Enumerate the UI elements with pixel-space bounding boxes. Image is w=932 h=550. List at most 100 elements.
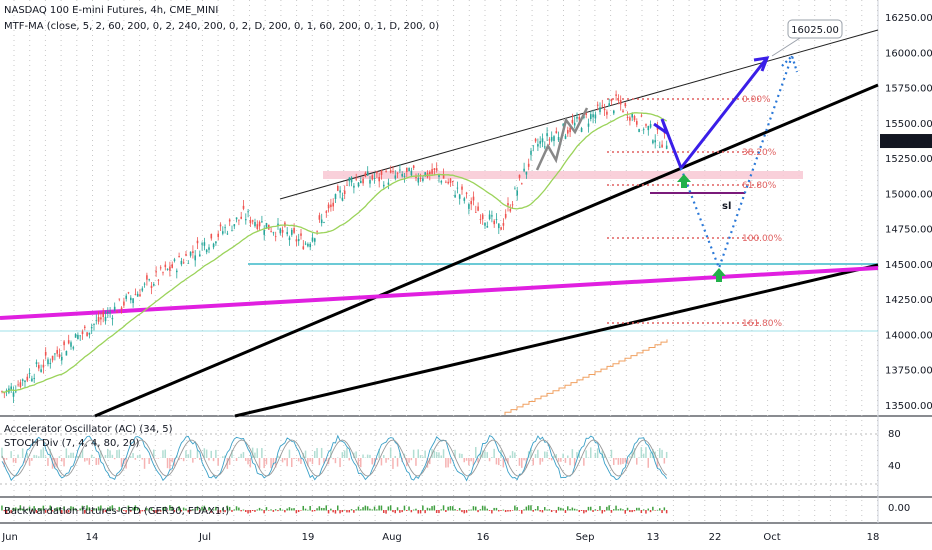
candle-body <box>192 251 194 253</box>
backwardation-bar <box>560 507 562 511</box>
candle-body <box>599 107 601 113</box>
candle-body <box>504 213 507 218</box>
candle-body <box>350 177 353 183</box>
ac-bar <box>31 458 33 461</box>
ac-bar <box>263 458 265 469</box>
ac-bar <box>178 458 180 461</box>
backwardation-bar <box>113 509 116 511</box>
price-tick-1: 16000.00 <box>885 48 932 59</box>
backwardation-bar <box>44 510 47 513</box>
ac-bar <box>132 453 134 458</box>
ac-bar <box>242 452 245 458</box>
backwardation-bar <box>284 510 286 513</box>
ac-bar <box>189 449 192 458</box>
candle-body <box>150 285 153 288</box>
backwardation-bar <box>530 505 532 511</box>
ac-bar <box>392 458 394 469</box>
candle-body <box>297 239 300 242</box>
candle-body <box>661 144 663 148</box>
backwardation-bar <box>438 510 440 514</box>
candle-body <box>141 288 144 291</box>
candle-body <box>19 382 22 388</box>
backwardation-bar <box>242 509 245 511</box>
backwardation-bar <box>606 506 608 511</box>
candle-body <box>364 172 367 177</box>
candle-body <box>498 223 500 229</box>
backwardation-bar <box>539 510 541 512</box>
price-tick-8: 14250.00 <box>885 295 932 306</box>
ac-bar <box>539 458 541 465</box>
backwardation-bar <box>569 509 571 511</box>
price-tick-5: 15000.00 <box>885 189 932 200</box>
backwardation <box>1 505 668 514</box>
backwardation-bar <box>224 510 226 513</box>
ac-bar <box>61 458 63 462</box>
backwardation-bar <box>249 510 252 513</box>
current-price-label: 15377.50 <box>885 136 932 147</box>
candle-body <box>26 376 29 381</box>
candle-body <box>537 144 539 147</box>
backwardation-bar <box>435 510 438 514</box>
candle-body <box>116 311 118 313</box>
candle-body <box>366 171 369 176</box>
backwardation-bar <box>553 510 555 511</box>
backwardation-bar <box>159 510 162 512</box>
backwardation-bar <box>169 505 171 511</box>
backwardation-bar <box>465 510 468 513</box>
backwardation-bar <box>173 510 176 513</box>
ac-bar <box>111 454 114 458</box>
backwardation-bar <box>1 505 3 511</box>
candle-body <box>652 140 654 144</box>
candle-body <box>332 202 334 207</box>
ac-bar <box>562 453 564 458</box>
backwardation-bar <box>633 510 636 512</box>
ac-bar <box>619 458 622 465</box>
backwardation-bar <box>288 507 291 511</box>
candle-body <box>530 150 532 155</box>
candle-body <box>309 243 311 248</box>
candle-body <box>182 262 185 264</box>
candle-body <box>569 127 571 133</box>
ac-bar <box>458 453 461 458</box>
backwardation-bar <box>31 510 33 512</box>
backwardation-bar <box>171 506 173 511</box>
backwardation-bar <box>281 509 284 511</box>
ac-bar <box>362 454 364 458</box>
backwardation-bar <box>8 507 10 511</box>
candle-body <box>514 188 516 190</box>
backwardation-bar <box>88 507 91 511</box>
ac-bar <box>534 454 537 458</box>
backwardation-bar <box>205 510 208 511</box>
backwardation-bar <box>189 510 192 512</box>
ac-bar <box>622 458 624 464</box>
ac-bar <box>585 450 587 458</box>
candle-body <box>84 326 86 329</box>
backwardation-bar <box>442 505 445 511</box>
backwardation-bar <box>132 507 134 511</box>
ac-bar <box>624 458 626 463</box>
candle-body <box>470 201 472 205</box>
backwardation-bar <box>314 510 316 512</box>
candle-body <box>419 178 422 179</box>
candle-body <box>638 128 640 132</box>
candle-body <box>111 317 114 320</box>
ac-bar <box>182 458 185 462</box>
candle-body <box>495 219 498 220</box>
ac-bar <box>272 458 275 466</box>
ac-bar <box>311 458 314 465</box>
ac-bar <box>293 458 295 460</box>
projected-path-blue <box>653 57 769 172</box>
ac-bar <box>49 448 51 458</box>
candle-body <box>3 392 6 394</box>
backwardation-bar <box>599 506 601 511</box>
candle-body <box>279 228 282 234</box>
backwardation-bar <box>240 510 242 512</box>
ac-bar <box>26 452 28 458</box>
ac-bar <box>187 454 189 458</box>
candle-body <box>40 369 42 372</box>
target-callout-pointer <box>771 37 801 57</box>
ac-bar <box>58 456 61 458</box>
candle-body <box>256 224 259 229</box>
backwardation-bar <box>212 509 215 511</box>
